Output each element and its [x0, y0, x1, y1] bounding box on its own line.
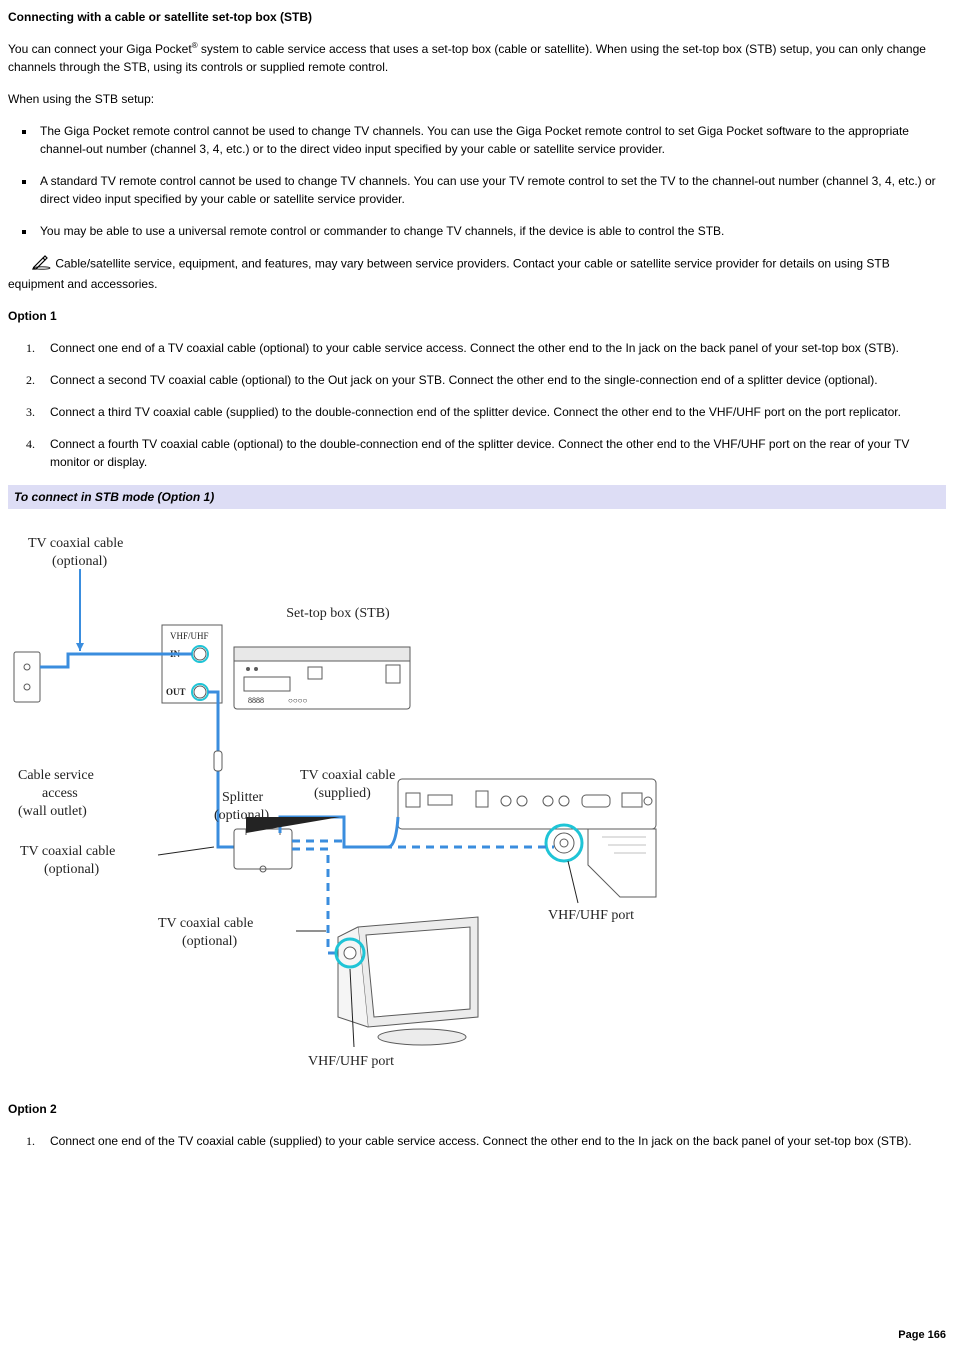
label-wall-outlet: Cable service access (wall outlet) — [18, 768, 97, 819]
tv-monitor-icon — [338, 917, 478, 1045]
intro-pre: You can connect your Giga Pocket — [8, 42, 192, 56]
replicator-side-icon — [588, 829, 656, 897]
when-using-lead: When using the STB setup: — [8, 90, 946, 108]
intro-paragraph: You can connect your Giga Pocket® system… — [8, 40, 946, 76]
list-item: A standard TV remote control cannot be u… — [36, 172, 946, 208]
svg-text:OUT: OUT — [166, 687, 186, 697]
page-number: Page 166 — [898, 1327, 946, 1344]
stb-limitations-list: The Giga Pocket remote control cannot be… — [8, 122, 946, 240]
replicator-port-icon — [554, 833, 574, 853]
list-item: The Giga Pocket remote control cannot be… — [36, 122, 946, 158]
splitter-icon — [234, 829, 292, 872]
label-vhf-top: VHF/UHF port — [548, 908, 634, 923]
pen-note-icon — [32, 254, 52, 275]
label-coax-optional-left: TV coaxial cable (optional) — [20, 844, 119, 877]
label-coax-optional: TV coaxial cable (optional) — [28, 536, 127, 569]
svg-text:8888: 8888 — [248, 696, 264, 705]
list-item: 1.Connect one end of the TV coaxial cabl… — [36, 1132, 946, 1150]
cable-optional-dashed-rep — [292, 841, 554, 847]
note-text: Cable/satellite service, equipment, and … — [8, 257, 890, 291]
label-vhf-bottom: VHF/UHF port — [308, 1054, 394, 1069]
svg-text:○○○○: ○○○○ — [288, 696, 307, 705]
label-coax-optional-bottom: TV coaxial cable (optional) — [158, 916, 257, 949]
option-2-steps: 1.Connect one end of the TV coaxial cabl… — [8, 1132, 946, 1150]
svg-text:VHF/UHF: VHF/UHF — [170, 631, 209, 641]
port-replicator-icon — [398, 779, 656, 829]
label-stb: Set-top box (STB) — [286, 606, 390, 621]
list-item: 1.Connect one end of a TV coaxial cable … — [36, 339, 946, 357]
option-1-steps: 1.Connect one end of a TV coaxial cable … — [8, 339, 946, 471]
note-block: Cable/satellite service, equipment, and … — [8, 254, 946, 293]
list-item: 2.Connect a second TV coaxial cable (opt… — [36, 371, 946, 389]
list-item: 3.Connect a third TV coaxial cable (supp… — [36, 403, 946, 421]
ferrite-icon — [214, 751, 222, 771]
label-coax-supplied: TV coaxial cable (supplied) — [300, 768, 399, 801]
diagram-caption: To connect in STB mode (Option 1) — [8, 485, 946, 509]
wall-outlet-icon — [14, 652, 40, 702]
list-item: 4.Connect a fourth TV coaxial cable (opt… — [36, 435, 946, 471]
connection-diagram: TV coaxial cable (optional) Cable servic… — [8, 517, 946, 1082]
option-1-heading: Option 1 — [8, 307, 946, 325]
option-2-heading: Option 2 — [8, 1100, 946, 1118]
list-item: You may be able to use a universal remot… — [36, 222, 946, 240]
stb-device-icon: 8888 ○○○○ — [234, 647, 410, 709]
page-title: Connecting with a cable or satellite set… — [8, 8, 946, 26]
